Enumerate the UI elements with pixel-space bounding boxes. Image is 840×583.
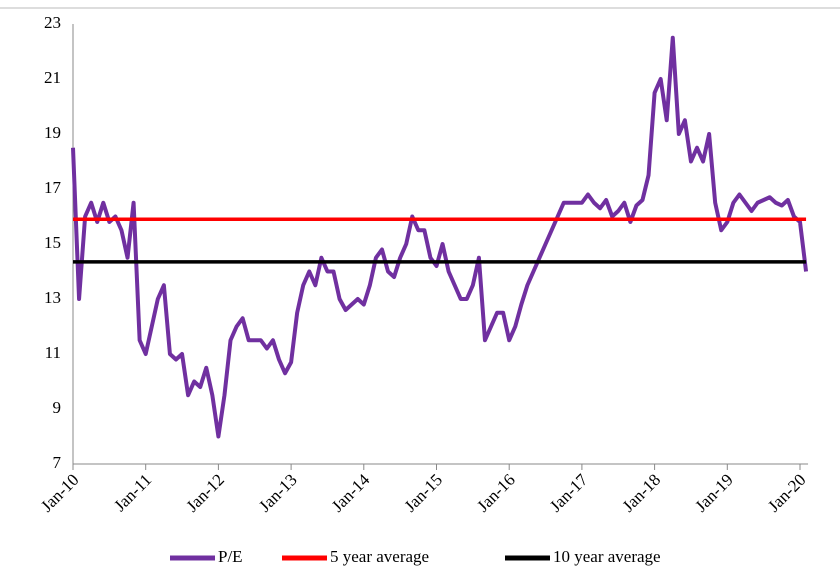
x-tick-label: Jan-12 (183, 470, 228, 515)
x-tick-label: Jan-14 (328, 470, 374, 516)
y-tick-label: 7 (53, 453, 62, 472)
y-tick-label: 23 (44, 13, 61, 32)
legend-label: P/E (218, 547, 243, 566)
x-tick-label: Jan-18 (619, 470, 664, 515)
series-line (71, 35, 809, 439)
x-tick-label: Jan-19 (691, 470, 736, 515)
legend-label: 5 year average (330, 547, 429, 566)
y-tick-label: 13 (44, 288, 61, 307)
y-tick-label: 21 (44, 68, 61, 87)
x-tick-label: Jan-10 (37, 470, 82, 515)
x-tick-label: Jan-15 (401, 470, 446, 515)
x-tick-label: Jan-16 (473, 470, 518, 515)
y-tick-label: 15 (44, 233, 61, 252)
y-tick-label: 11 (45, 343, 61, 362)
x-tick-label: Jan-13 (255, 470, 300, 515)
x-tick-label: Jan-11 (110, 470, 155, 515)
y-tick-label: 19 (44, 123, 61, 142)
x-tick-label: Jan-20 (764, 470, 809, 515)
y-tick-label: 9 (53, 398, 62, 417)
y-tick-label: 17 (44, 178, 62, 197)
legend-label: 10 year average (553, 547, 661, 566)
x-tick-label: Jan-17 (546, 470, 592, 516)
